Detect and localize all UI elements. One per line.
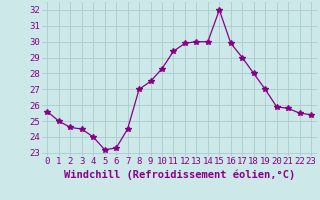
X-axis label: Windchill (Refroidissement éolien,°C): Windchill (Refroidissement éolien,°C) — [64, 169, 295, 180]
